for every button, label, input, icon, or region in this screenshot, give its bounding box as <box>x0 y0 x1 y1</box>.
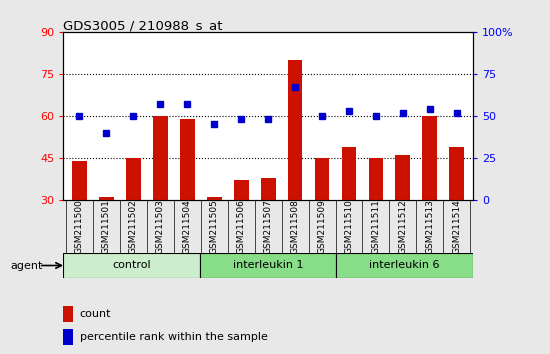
Bar <box>126 158 141 284</box>
Bar <box>395 155 410 284</box>
Text: agent: agent <box>10 261 42 271</box>
Text: GSM211500: GSM211500 <box>75 199 84 254</box>
Text: percentile rank within the sample: percentile rank within the sample <box>80 332 267 342</box>
Bar <box>72 161 87 284</box>
Bar <box>337 253 473 278</box>
Bar <box>449 147 464 284</box>
Text: GSM211509: GSM211509 <box>317 199 327 254</box>
Bar <box>180 119 195 284</box>
Bar <box>288 60 303 284</box>
Bar <box>234 181 249 284</box>
Text: GSM211510: GSM211510 <box>344 199 354 254</box>
Bar <box>422 116 437 284</box>
Text: GSM211505: GSM211505 <box>210 199 219 254</box>
Text: GSM211507: GSM211507 <box>263 199 273 254</box>
Text: GSM211504: GSM211504 <box>183 199 192 254</box>
Text: interleukin 1: interleukin 1 <box>233 261 304 270</box>
Bar <box>315 158 329 284</box>
Text: GSM211512: GSM211512 <box>398 199 408 254</box>
Bar <box>200 253 337 278</box>
Text: GSM211502: GSM211502 <box>129 199 138 254</box>
Text: GSM211514: GSM211514 <box>452 199 461 254</box>
Text: GSM211501: GSM211501 <box>102 199 111 254</box>
Bar <box>63 329 74 345</box>
Text: interleukin 6: interleukin 6 <box>370 261 440 270</box>
Text: count: count <box>80 309 111 319</box>
Bar <box>342 147 356 284</box>
Text: GDS3005 / 210988_s_at: GDS3005 / 210988_s_at <box>63 19 223 33</box>
Bar <box>261 178 276 284</box>
Text: GSM211503: GSM211503 <box>156 199 165 254</box>
Text: GSM211511: GSM211511 <box>371 199 381 254</box>
Text: GSM211513: GSM211513 <box>425 199 435 254</box>
Bar <box>63 306 74 321</box>
Bar <box>63 253 200 278</box>
Bar <box>99 197 114 284</box>
Bar <box>368 158 383 284</box>
Bar <box>153 116 168 284</box>
Text: control: control <box>112 261 151 270</box>
Text: GSM211508: GSM211508 <box>290 199 300 254</box>
Bar <box>207 197 222 284</box>
Text: GSM211506: GSM211506 <box>236 199 246 254</box>
